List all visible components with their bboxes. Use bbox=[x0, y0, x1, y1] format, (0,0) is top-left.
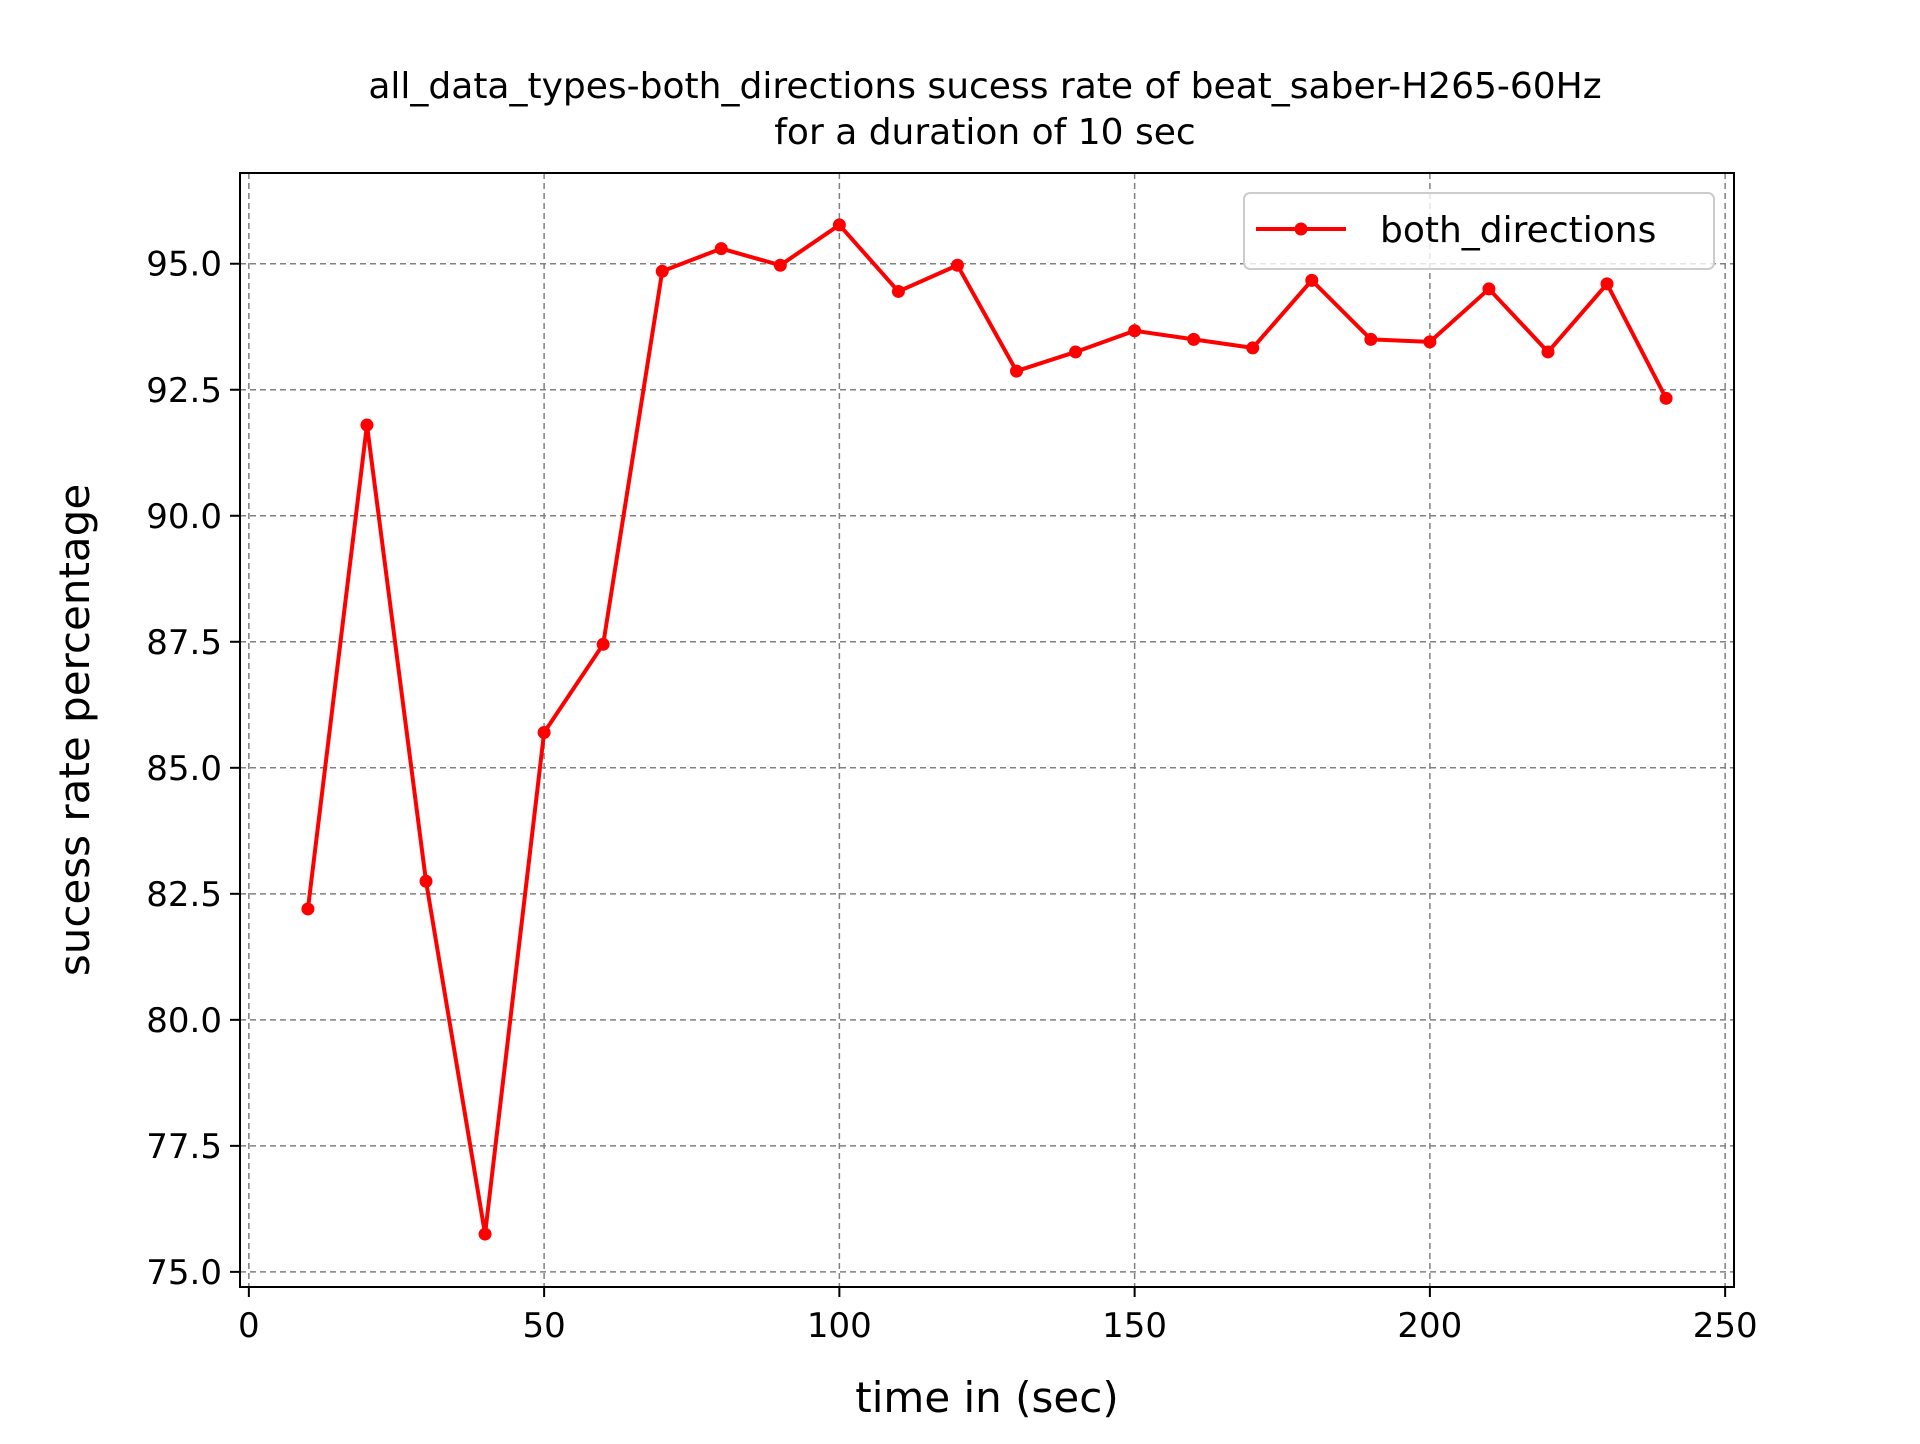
y-axis-label: sucess rate percentage bbox=[50, 484, 99, 976]
y-tick-label: 77.5 bbox=[146, 1127, 222, 1167]
y-tick-label: 87.5 bbox=[146, 623, 222, 663]
data-point bbox=[950, 258, 964, 272]
x-axis-label: time in (sec) bbox=[855, 1373, 1118, 1422]
data-point bbox=[1187, 332, 1201, 346]
data-point bbox=[1423, 335, 1437, 349]
plot-frame bbox=[239, 172, 1735, 1288]
x-tick-label: 100 bbox=[807, 1306, 872, 1346]
data-point bbox=[360, 418, 374, 432]
data-point bbox=[891, 284, 905, 298]
chart-subtitle: for a duration of 10 sec bbox=[774, 112, 1195, 153]
data-point bbox=[301, 902, 315, 916]
data-point bbox=[537, 726, 551, 740]
y-tick-label: 85.0 bbox=[146, 749, 222, 789]
data-point bbox=[714, 242, 728, 256]
data-point bbox=[1600, 277, 1614, 291]
data-point bbox=[478, 1227, 492, 1241]
data-point bbox=[1364, 332, 1378, 346]
data-point bbox=[1482, 282, 1496, 296]
data-point bbox=[596, 637, 610, 651]
series-line bbox=[305, 222, 1668, 1237]
y-tick-label: 92.5 bbox=[146, 371, 222, 411]
y-tick-label: 80.0 bbox=[146, 1001, 222, 1041]
data-point bbox=[419, 874, 433, 888]
legend: both_directions bbox=[1243, 192, 1715, 270]
x-tick-label: 200 bbox=[1397, 1306, 1462, 1346]
x-tick-label: 250 bbox=[1693, 1306, 1758, 1346]
axes: 0 50 100 150 200 250 75.0 77.5 80.0 82.5 85.0 87.5 9… bbox=[146, 245, 1757, 1346]
data-point bbox=[1541, 345, 1555, 359]
y-tick-label: 82.5 bbox=[146, 875, 222, 915]
chart-title: all_data_types-both_directions sucess ra… bbox=[368, 66, 1601, 107]
y-tick-label: 75.0 bbox=[146, 1253, 222, 1293]
data-point bbox=[1128, 324, 1142, 338]
data-point bbox=[1010, 364, 1024, 378]
data-point bbox=[773, 258, 787, 272]
data-point bbox=[1246, 341, 1260, 355]
legend-box bbox=[1243, 192, 1715, 270]
plot-area bbox=[301, 218, 1673, 1241]
legend-marker bbox=[1294, 222, 1308, 236]
data-point bbox=[832, 218, 846, 232]
y-tick-label: 90.0 bbox=[146, 497, 222, 537]
data-point bbox=[1069, 345, 1083, 359]
y-tick-label: 95.0 bbox=[146, 245, 222, 285]
x-tick-label: 50 bbox=[522, 1306, 565, 1346]
data-point bbox=[1659, 391, 1673, 405]
legend-label: both_directions bbox=[1380, 210, 1656, 251]
x-tick-label: 0 bbox=[238, 1306, 260, 1346]
data-point bbox=[655, 264, 669, 278]
data-point bbox=[1305, 273, 1319, 287]
x-tick-label: 150 bbox=[1102, 1306, 1167, 1346]
